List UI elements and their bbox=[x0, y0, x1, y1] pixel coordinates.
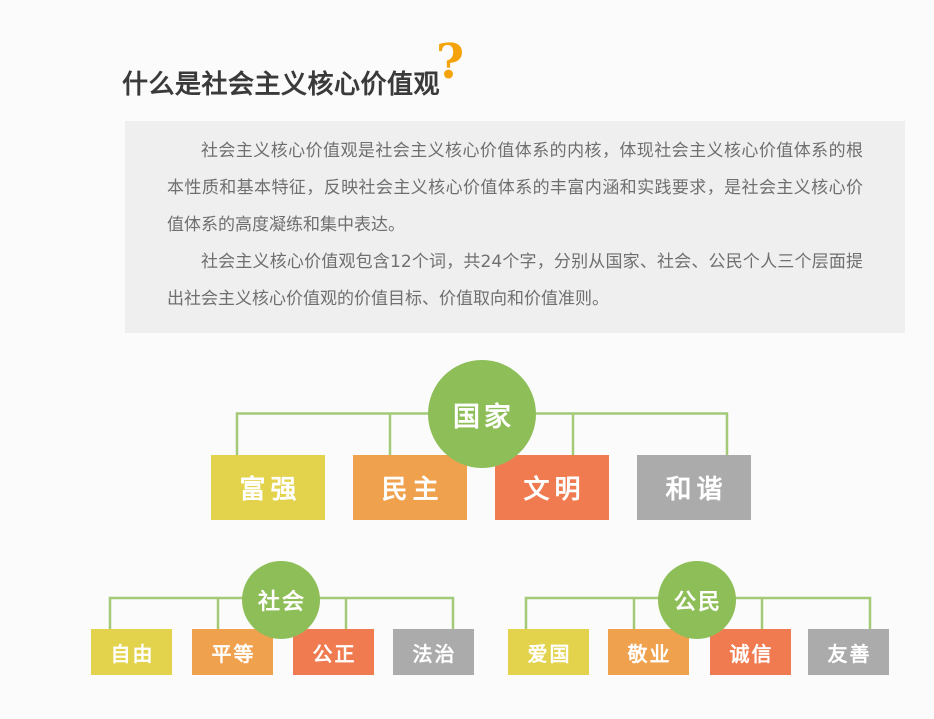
value-box-civility: 文明 bbox=[495, 455, 609, 520]
value-box-integrity: 诚信 bbox=[710, 629, 791, 675]
value-box-prosperity: 富强 bbox=[211, 455, 325, 520]
value-box-patriotism: 爱国 bbox=[508, 629, 589, 675]
value-box-dedication: 敬业 bbox=[608, 629, 689, 675]
question-mark-icon: ? bbox=[436, 34, 465, 90]
value-box-equality: 平等 bbox=[192, 629, 273, 675]
level-circle-nation: 国家 bbox=[428, 360, 536, 468]
value-box-harmony: 和谐 bbox=[637, 455, 751, 520]
intro-paragraph-1: 社会主义核心价值观是社会主义核心价值体系的内核，体现社会主义核心价值体系的根本性… bbox=[167, 141, 863, 235]
value-box-friendliness: 友善 bbox=[808, 629, 889, 675]
level-circle-citizen: 公民 bbox=[658, 561, 736, 639]
value-box-freedom: 自由 bbox=[91, 629, 172, 675]
value-box-democracy: 民主 bbox=[353, 455, 467, 520]
page-title: 什么是社会主义核心价值观 bbox=[122, 70, 441, 101]
intro-box: 社会主义核心价值观是社会主义核心价值体系的内核，体现社会主义核心价值体系的根本性… bbox=[125, 121, 905, 333]
value-box-justice: 公正 bbox=[293, 629, 374, 675]
value-box-rule-of-law: 法治 bbox=[393, 629, 474, 675]
intro-paragraph-2: 社会主义核心价值观包含12个词，共24个字，分别从国家、社会、公民个人三个层面提… bbox=[167, 252, 863, 309]
level-circle-society: 社会 bbox=[242, 561, 320, 639]
